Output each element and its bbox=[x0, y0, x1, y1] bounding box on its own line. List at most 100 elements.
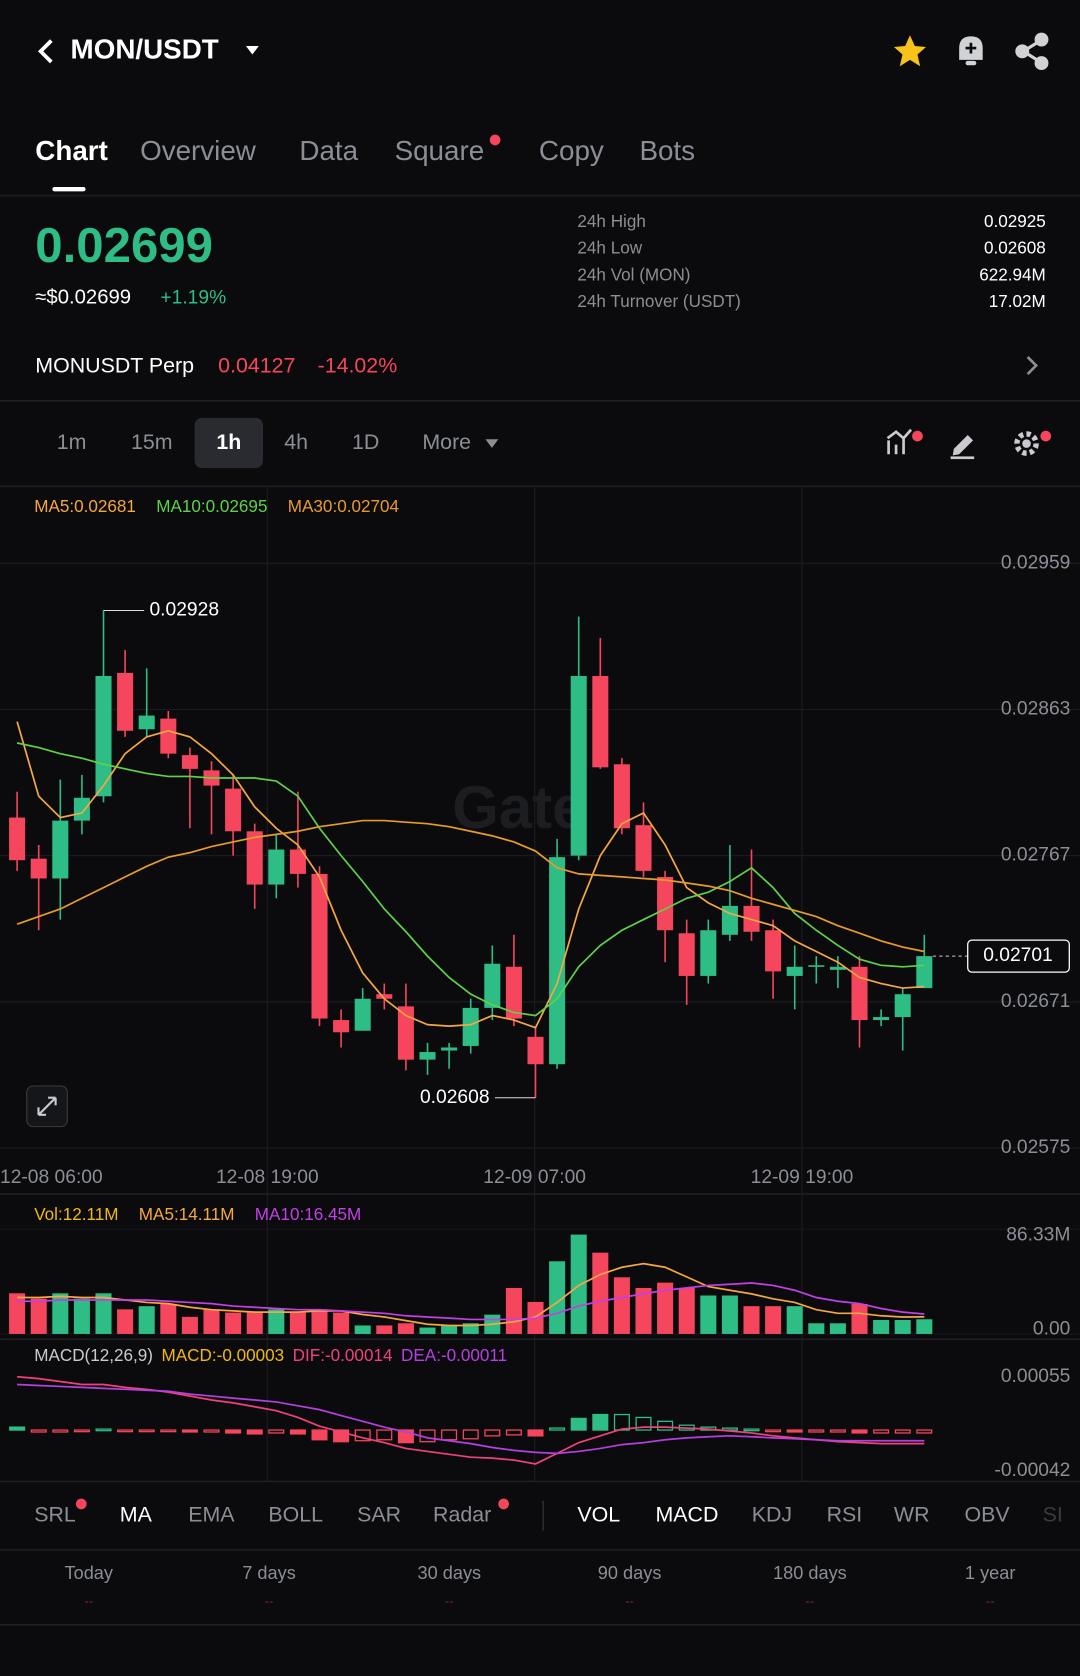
candle-body bbox=[592, 675, 609, 768]
indicator-button[interactable] bbox=[886, 428, 923, 455]
perp-name[interactable]: MONUSDT Perp bbox=[35, 353, 194, 377]
volume-bar bbox=[289, 1312, 306, 1334]
fullscreen-button[interactable] bbox=[26, 1085, 68, 1128]
alert-bell[interactable] bbox=[959, 36, 983, 66]
volume-bar bbox=[246, 1312, 263, 1334]
candle-body bbox=[894, 994, 911, 1018]
volume-bar bbox=[9, 1293, 26, 1334]
indicator-tab[interactable]: KDJ bbox=[752, 1502, 792, 1526]
tab[interactable]: Copy bbox=[539, 135, 604, 166]
pair-dropdown[interactable] bbox=[245, 45, 259, 55]
last-price-tag bbox=[967, 939, 1070, 973]
ma-line bbox=[16, 721, 925, 1029]
legend-entry: DIF:-0.00014 bbox=[293, 1346, 393, 1365]
tab[interactable]: Chart bbox=[35, 135, 108, 166]
volume-bar bbox=[786, 1306, 803, 1334]
legend-entry: MA5:0.02681 bbox=[34, 497, 136, 516]
ma-line bbox=[16, 742, 925, 1017]
candle-body bbox=[117, 672, 134, 731]
volume-ma-line bbox=[17, 1262, 925, 1327]
macd-bar bbox=[376, 1429, 393, 1441]
settings-button[interactable] bbox=[1014, 430, 1052, 456]
favorite-star[interactable] bbox=[893, 35, 927, 67]
macd-bar bbox=[441, 1429, 458, 1441]
interval[interactable]: 1m bbox=[57, 430, 87, 454]
stat-label: 24h High bbox=[577, 212, 645, 231]
x-tick-label: 12-09 07:00 bbox=[483, 1167, 586, 1188]
candle-body bbox=[829, 966, 846, 970]
indicator-tab[interactable]: EMA bbox=[188, 1502, 235, 1526]
candle-body bbox=[333, 1020, 350, 1033]
indicator-tab[interactable]: BOLL bbox=[268, 1502, 323, 1526]
indicator-tab[interactable]: VOL bbox=[577, 1502, 620, 1526]
indicator-tab[interactable]: SRL bbox=[34, 1502, 76, 1526]
draw-button[interactable] bbox=[950, 435, 975, 460]
indicator-badge bbox=[75, 1498, 87, 1510]
candle-body bbox=[549, 857, 566, 1065]
y-tick-label: 0.02575 bbox=[1001, 1137, 1071, 1158]
y-tick-label: 86.33M bbox=[1006, 1225, 1070, 1246]
indicator-tab[interactable]: SAR bbox=[357, 1502, 401, 1526]
indicator-tab[interactable]: MACD bbox=[655, 1502, 718, 1526]
legend-entry: DEA:-0.00011 bbox=[401, 1346, 507, 1365]
macd-title: MACD(12,26,9) bbox=[34, 1346, 153, 1365]
candle-body bbox=[527, 1036, 544, 1065]
volume-bar bbox=[354, 1325, 371, 1334]
interval[interactable]: 1D bbox=[352, 430, 379, 454]
volume-bar bbox=[397, 1323, 414, 1334]
volume-title: Vol:12.11M bbox=[34, 1205, 118, 1224]
volume-bar bbox=[333, 1312, 350, 1334]
macd-line bbox=[17, 1383, 925, 1455]
more-caret[interactable] bbox=[485, 439, 499, 448]
volume-bar bbox=[30, 1298, 47, 1334]
period-label: 30 days bbox=[418, 1563, 482, 1583]
period-label: 1 year bbox=[965, 1563, 1015, 1583]
indicator-tab[interactable]: MA bbox=[120, 1502, 153, 1526]
candle-body bbox=[441, 1047, 458, 1051]
interval[interactable]: 1h bbox=[216, 430, 241, 454]
candle-body bbox=[354, 998, 371, 1031]
candle-body bbox=[181, 755, 198, 769]
tab[interactable]: Data bbox=[299, 135, 358, 166]
tab[interactable]: Bots bbox=[639, 135, 695, 166]
tab[interactable]: Square bbox=[395, 135, 485, 166]
back-button[interactable] bbox=[37, 39, 53, 64]
candle-body bbox=[376, 994, 393, 999]
indicator-tab[interactable]: SI bbox=[1043, 1502, 1063, 1526]
stat-value: 0.02608 bbox=[984, 239, 1046, 258]
indicator-tab[interactable]: WR bbox=[894, 1502, 930, 1526]
macd-bar bbox=[225, 1429, 242, 1434]
macd-line bbox=[17, 1375, 925, 1465]
macd-bar bbox=[138, 1429, 155, 1433]
candle-body bbox=[246, 831, 263, 885]
indicator-tab[interactable]: RSI bbox=[827, 1502, 863, 1526]
macd-bar bbox=[527, 1429, 544, 1437]
candle-body bbox=[484, 963, 501, 1008]
interval[interactable]: More bbox=[422, 430, 471, 454]
interval[interactable]: 4h bbox=[284, 430, 308, 454]
volume-bar bbox=[505, 1287, 522, 1334]
candle-body bbox=[160, 718, 177, 754]
legend-entry: MA10:16.45M bbox=[255, 1205, 361, 1224]
volume-bar bbox=[765, 1306, 782, 1334]
stat-value: 622.94M bbox=[979, 265, 1046, 284]
volume-bar bbox=[592, 1252, 609, 1334]
volume-bar bbox=[743, 1306, 760, 1334]
volume-bar bbox=[203, 1309, 220, 1334]
perp-chevron[interactable] bbox=[1026, 356, 1039, 376]
share-button[interactable] bbox=[1015, 32, 1049, 71]
tab[interactable]: Overview bbox=[140, 135, 257, 166]
indicator-tab[interactable]: Radar bbox=[433, 1502, 491, 1526]
indicator-tab[interactable]: OBV bbox=[965, 1502, 1011, 1526]
macd-bar bbox=[743, 1428, 760, 1432]
volume-bar bbox=[916, 1319, 933, 1334]
stat-value: 17.02M bbox=[989, 292, 1046, 311]
x-tick-label: 12-08 06:00 bbox=[0, 1167, 103, 1188]
macd-bar bbox=[333, 1429, 350, 1443]
ma-line bbox=[16, 819, 925, 953]
interval[interactable]: 15m bbox=[131, 430, 173, 454]
macd-bar bbox=[873, 1429, 890, 1434]
macd-bar bbox=[30, 1429, 47, 1433]
candle-body bbox=[916, 956, 933, 989]
pair-title[interactable]: MON/USDT bbox=[71, 34, 219, 65]
